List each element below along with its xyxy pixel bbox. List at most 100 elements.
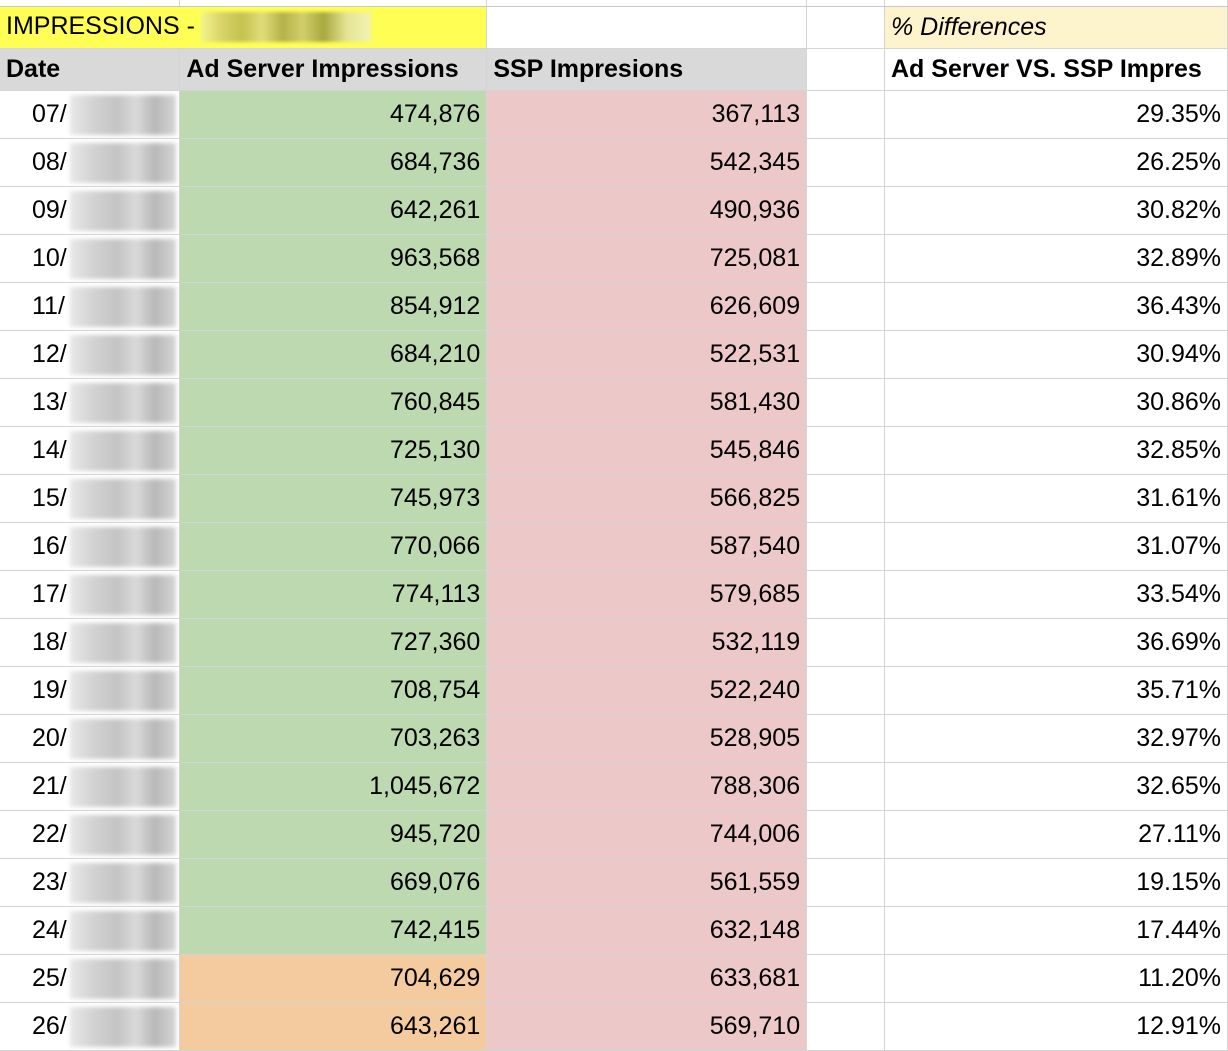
date-cell[interactable]: 10/ [0,234,181,283]
ssp-cell[interactable]: 626,609 [486,282,808,331]
ssp-cell[interactable]: 561,559 [486,858,808,907]
empty-cell[interactable] [806,858,885,907]
ssp-cell[interactable]: 532,119 [486,618,808,667]
diff-cell[interactable]: 31.07% [884,522,1228,571]
ad-server-cell[interactable]: 1,045,672 [179,762,488,811]
ad-server-cell[interactable]: 770,066 [179,522,488,571]
date-cell[interactable]: 21/ [0,762,181,811]
diff-cell[interactable]: 32.89% [884,234,1228,283]
date-cell[interactable]: 18/ [0,618,181,667]
empty-cell[interactable] [806,474,885,523]
ad-server-cell[interactable]: 742,415 [179,906,488,955]
diff-cell[interactable]: 32.97% [884,714,1228,763]
diff-cell[interactable]: 12.91% [884,1002,1228,1051]
header-ad-server[interactable]: Ad Server Impressions [179,48,488,91]
empty-cell[interactable] [806,330,885,379]
ad-server-cell[interactable]: 963,568 [179,234,488,283]
date-cell[interactable]: 19/ [0,666,181,715]
empty-cell[interactable] [806,666,885,715]
empty-cell[interactable] [806,234,885,283]
ad-server-cell[interactable]: 708,754 [179,666,488,715]
date-cell[interactable]: 20/ [0,714,181,763]
cell[interactable] [486,0,808,7]
diff-cell[interactable]: 29.35% [884,90,1228,139]
ssp-cell[interactable]: 522,240 [486,666,808,715]
date-cell[interactable]: 26/ [0,1002,181,1051]
date-cell[interactable]: 23/ [0,858,181,907]
ssp-cell[interactable]: 632,148 [486,906,808,955]
ssp-cell[interactable]: 788,306 [486,762,808,811]
ssp-cell[interactable]: 569,710 [486,1002,808,1051]
ssp-cell[interactable]: 490,936 [486,186,808,235]
ad-server-cell[interactable]: 669,076 [179,858,488,907]
empty-cell[interactable] [806,138,885,187]
cell[interactable] [806,0,885,7]
ssp-cell[interactable]: 725,081 [486,234,808,283]
ad-server-cell[interactable]: 760,845 [179,378,488,427]
date-cell[interactable]: 13/ [0,378,181,427]
ssp-cell[interactable]: 587,540 [486,522,808,571]
empty-cell[interactable] [806,186,885,235]
date-cell[interactable]: 07/ [0,90,181,139]
ad-server-cell[interactable]: 474,876 [179,90,488,139]
empty-cell[interactable] [806,1002,885,1051]
header-date[interactable]: Date [0,48,181,91]
ad-server-cell[interactable]: 774,113 [179,570,488,619]
date-cell[interactable]: 17/ [0,570,181,619]
empty-cell[interactable] [806,90,885,139]
diff-cell[interactable]: 27.11% [884,810,1228,859]
ssp-cell[interactable]: 744,006 [486,810,808,859]
diff-cell[interactable]: 36.69% [884,618,1228,667]
diff-cell[interactable]: 30.94% [884,330,1228,379]
date-cell[interactable]: 08/ [0,138,181,187]
ssp-cell[interactable]: 579,685 [486,570,808,619]
ssp-cell[interactable]: 367,113 [486,90,808,139]
diff-cell[interactable]: 35.71% [884,666,1228,715]
ad-server-cell[interactable]: 642,261 [179,186,488,235]
empty-cell[interactable] [806,906,885,955]
ad-server-cell[interactable]: 725,130 [179,426,488,475]
ssp-cell[interactable]: 545,846 [486,426,808,475]
ssp-cell[interactable]: 542,345 [486,138,808,187]
cell[interactable] [179,0,488,7]
date-cell[interactable]: 16/ [0,522,181,571]
diff-cell[interactable]: 11.20% [884,954,1228,1003]
cell[interactable] [0,0,181,7]
diff-cell[interactable]: 36.43% [884,282,1228,331]
empty-cell[interactable] [486,6,808,49]
empty-cell[interactable] [806,48,885,91]
date-cell[interactable]: 15/ [0,474,181,523]
empty-cell[interactable] [806,522,885,571]
empty-cell[interactable] [806,618,885,667]
diff-cell[interactable]: 30.82% [884,186,1228,235]
date-cell[interactable]: 12/ [0,330,181,379]
header-ssp[interactable]: SSP Impresions [486,48,808,91]
ssp-cell[interactable]: 566,825 [486,474,808,523]
ad-server-cell[interactable]: 704,629 [179,954,488,1003]
pct-differences-title[interactable]: % Differences [884,6,1228,49]
empty-cell[interactable] [806,426,885,475]
empty-cell[interactable] [806,954,885,1003]
date-cell[interactable]: 22/ [0,810,181,859]
date-cell[interactable]: 24/ [0,906,181,955]
ssp-cell[interactable]: 581,430 [486,378,808,427]
empty-cell[interactable] [806,378,885,427]
date-cell[interactable]: 25/ [0,954,181,1003]
date-cell[interactable]: 14/ [0,426,181,475]
empty-cell[interactable] [806,282,885,331]
ssp-cell[interactable]: 633,681 [486,954,808,1003]
diff-cell[interactable]: 30.86% [884,378,1228,427]
date-cell[interactable]: 09/ [0,186,181,235]
ad-server-cell[interactable]: 854,912 [179,282,488,331]
sheet-title-cell[interactable]: IMPRESSIONS - [0,6,488,49]
diff-cell[interactable]: 32.85% [884,426,1228,475]
ad-server-cell[interactable]: 684,210 [179,330,488,379]
empty-cell[interactable] [806,714,885,763]
empty-cell[interactable] [806,762,885,811]
diff-cell[interactable]: 32.65% [884,762,1228,811]
ad-server-cell[interactable]: 945,720 [179,810,488,859]
cell[interactable] [884,0,1228,7]
empty-cell[interactable] [806,6,885,49]
date-cell[interactable]: 11/ [0,282,181,331]
ssp-cell[interactable]: 528,905 [486,714,808,763]
